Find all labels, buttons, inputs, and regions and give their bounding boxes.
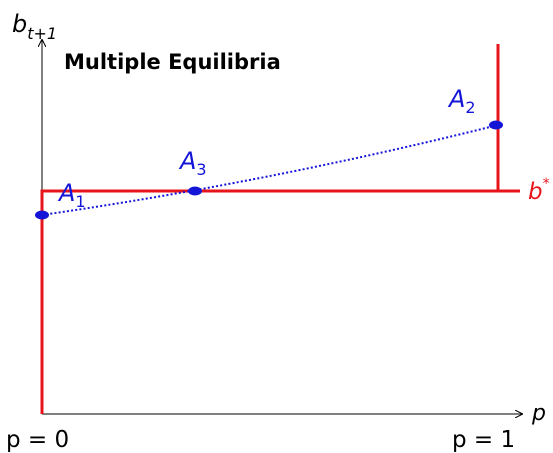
diagram-title: Multiple Equilibria: [64, 50, 281, 74]
threshold-line: [40, 44, 500, 414]
point-label-a3: A3: [178, 147, 207, 179]
point-label-a1: A1: [57, 179, 86, 211]
y-axis-label: bt+1: [12, 10, 57, 43]
point-label-a2: A2: [447, 85, 476, 117]
equilibrium-point-a1: [35, 210, 49, 220]
x-tick-label-left: p = 0: [6, 427, 69, 453]
threshold-label: b*: [528, 176, 550, 205]
equilibrium-point-a2: [489, 120, 503, 130]
x-tick-label-right: p = 1: [452, 427, 515, 453]
x-axis-label: p: [531, 401, 546, 426]
dynamics-curve: [41, 124, 499, 216]
equilibrium-point-a3: [188, 186, 202, 196]
